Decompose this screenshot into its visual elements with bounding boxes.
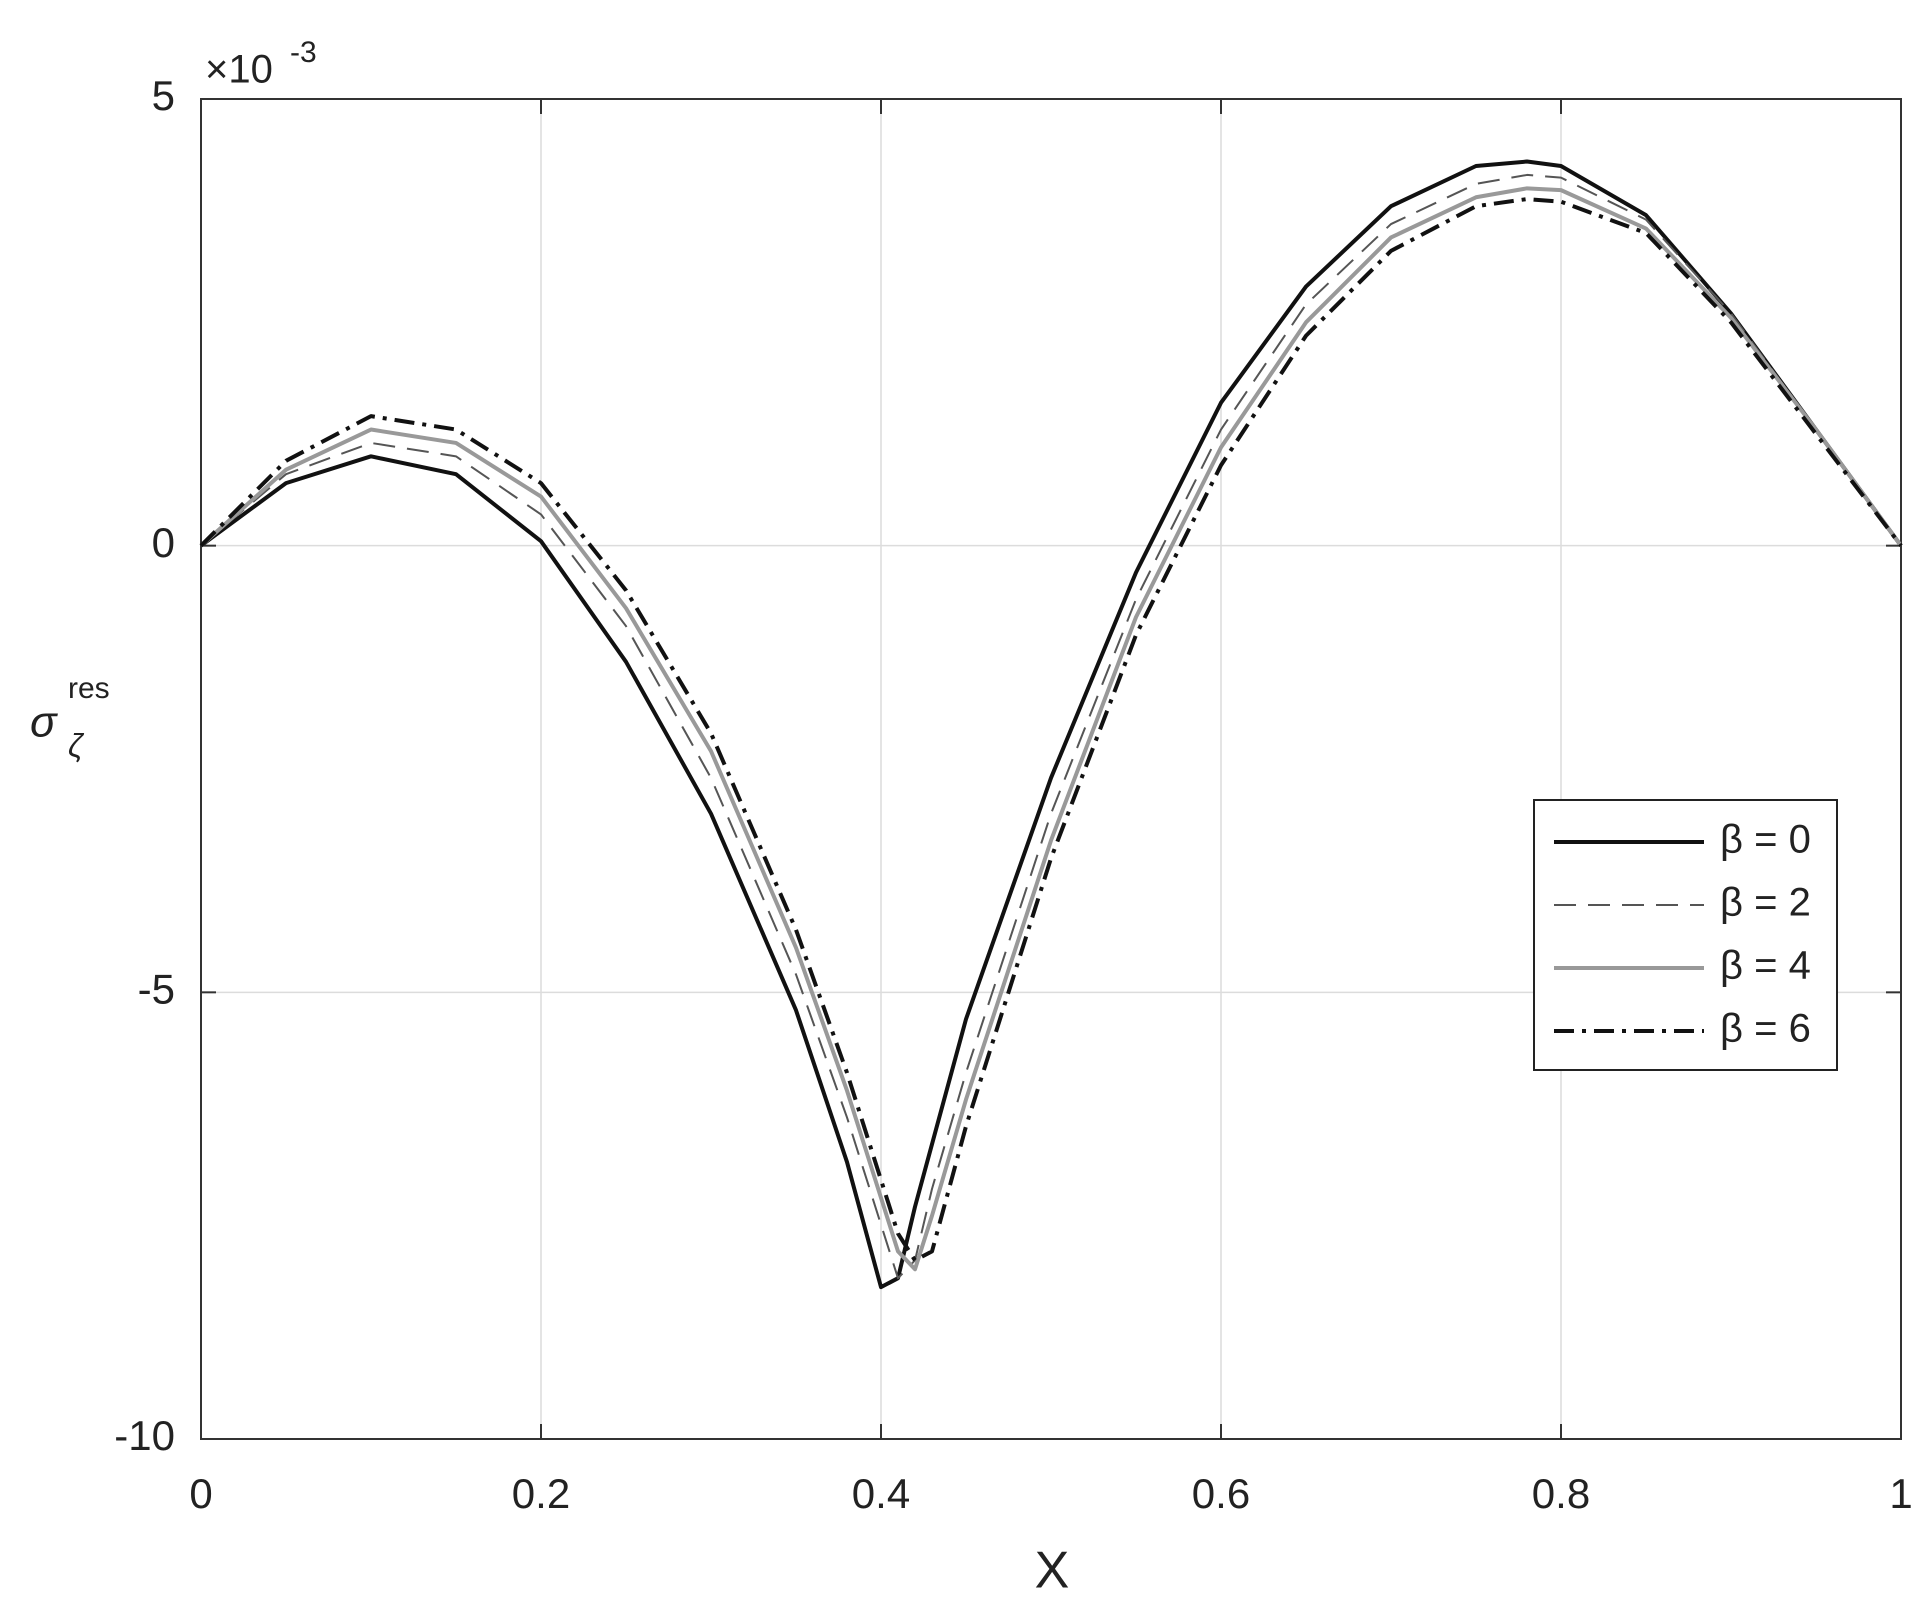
legend-label: β = 4 (1720, 944, 1811, 988)
x-tick-label: 1 (1889, 1470, 1912, 1517)
y-tick-label: -10 (114, 1412, 175, 1459)
y-multiplier-base: ×10 (205, 48, 273, 92)
x-tick-label: 0.2 (512, 1470, 570, 1517)
series-line (200, 173, 1902, 1280)
plot-frame (200, 98, 1902, 1440)
series-line (199, 159, 1903, 1290)
y-axis-subscript: ζ (68, 727, 85, 763)
y-axis-symbol: σ (30, 698, 58, 747)
x-tick-label: 0 (189, 1470, 212, 1517)
y-multiplier-exponent: -3 (290, 36, 317, 69)
x-axis-label: X (1035, 1542, 1070, 1600)
legend-label: β = 2 (1720, 881, 1811, 925)
y-tick-label: 0 (152, 519, 175, 566)
y-axis-superscript: res (68, 672, 110, 705)
legend-label: β = 0 (1720, 818, 1811, 862)
x-tick-label: 0.8 (1532, 1470, 1590, 1517)
y-tick-label: 5 (152, 72, 175, 119)
y-tick-label: -5 (138, 965, 175, 1012)
series-line (199, 186, 1903, 1272)
x-tick-label: 0.4 (852, 1470, 910, 1517)
x-tick-label: 0.6 (1192, 1470, 1250, 1517)
legend-label: β = 6 (1720, 1007, 1811, 1051)
legend-box (1533, 799, 1838, 1071)
series-line (199, 197, 1903, 1263)
